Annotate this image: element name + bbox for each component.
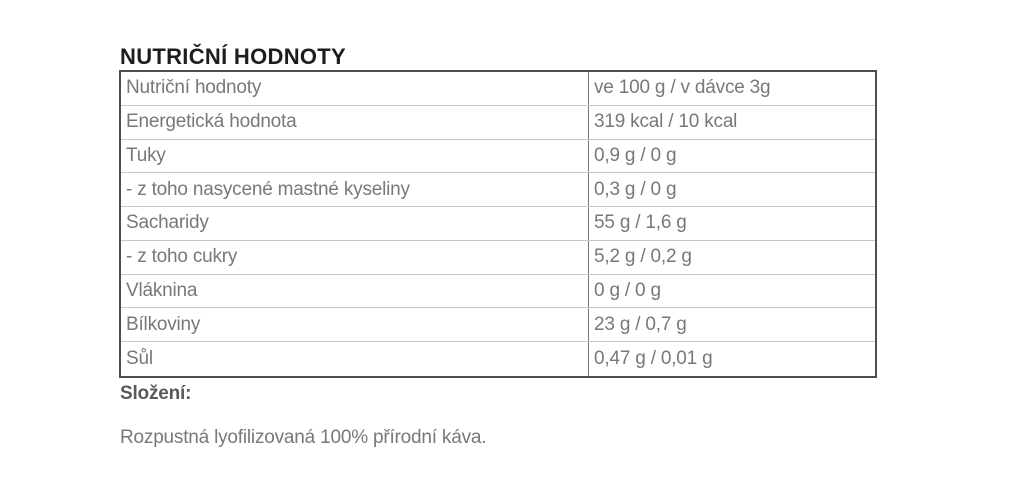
table-row: Energetická hodnota 319 kcal / 10 kcal bbox=[121, 105, 875, 140]
row-value: 0,3 g / 0 g bbox=[588, 173, 875, 207]
page-title: NUTRIČNÍ HODNOTY bbox=[120, 43, 347, 69]
table-row: - z toho cukry 5,2 g / 0,2 g bbox=[121, 240, 875, 275]
row-value: 0,47 g / 0,01 g bbox=[588, 342, 875, 376]
row-label: Sacharidy bbox=[126, 212, 209, 234]
table-row: - z toho nasycené mastné kyseliny 0,3 g … bbox=[121, 173, 875, 208]
row-label: Bílkoviny bbox=[126, 313, 201, 335]
row-label: Energetická hodnota bbox=[126, 111, 297, 133]
row-label: Vláknina bbox=[126, 280, 198, 302]
row-value: ve 100 g / v dávce 3g bbox=[588, 72, 875, 105]
row-label: - z toho nasycené mastné kyseliny bbox=[126, 178, 410, 200]
table-row: Sacharidy 55 g / 1,6 g bbox=[121, 207, 875, 241]
row-value: 319 kcal / 10 kcal bbox=[588, 105, 875, 139]
row-label: Nutriční hodnoty bbox=[126, 77, 262, 99]
row-label: - z toho cukry bbox=[126, 246, 238, 268]
table-row: Vláknina 0 g / 0 g bbox=[121, 274, 875, 309]
ingredients-heading: Složení: bbox=[120, 383, 192, 404]
table-row: Bílkoviny 23 g / 0,7 g bbox=[121, 308, 875, 343]
table-row: Sůl 0,47 g / 0,01 g bbox=[121, 342, 875, 376]
row-value: 0 g / 0 g bbox=[588, 274, 875, 308]
row-label: Sůl bbox=[126, 348, 153, 370]
row-value: 23 g / 0,7 g bbox=[588, 308, 875, 342]
nutrition-table: Nutriční hodnoty ve 100 g / v dávce 3g E… bbox=[119, 70, 877, 378]
row-value: 5,2 g / 0,2 g bbox=[588, 240, 875, 274]
table-row: Tuky 0,9 g / 0 g bbox=[121, 139, 875, 174]
row-value: 0,9 g / 0 g bbox=[588, 139, 875, 173]
table-row: Nutriční hodnoty ve 100 g / v dávce 3g bbox=[121, 72, 875, 106]
row-value: 55 g / 1,6 g bbox=[588, 207, 875, 240]
row-label: Tuky bbox=[126, 144, 166, 166]
ingredients-text: Rozpustná lyofilizovaná 100% přírodní ká… bbox=[120, 427, 487, 448]
